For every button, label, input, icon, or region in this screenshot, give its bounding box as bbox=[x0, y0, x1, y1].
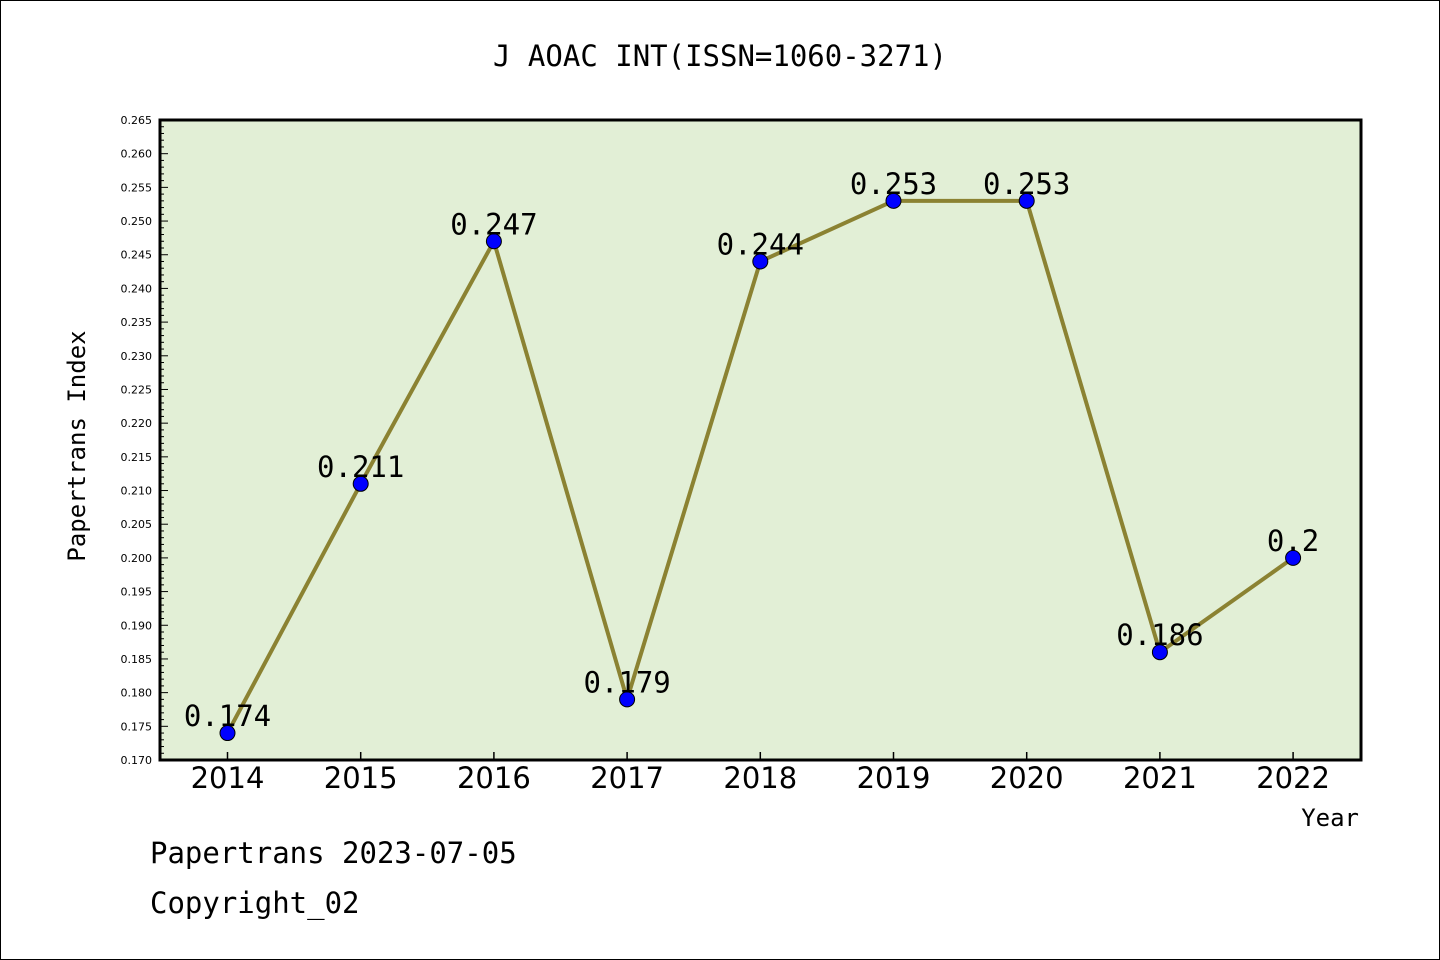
data-label: 0.244 bbox=[717, 227, 804, 261]
data-points bbox=[219, 192, 1302, 742]
y-tick-label: 0.230 bbox=[121, 350, 153, 363]
x-tick-label: 2021 bbox=[1123, 761, 1197, 795]
y-tick-label: 0.255 bbox=[121, 181, 153, 194]
x-axis-label: Year bbox=[1301, 804, 1359, 832]
plot-area bbox=[158, 118, 1363, 762]
y-axis: 0.170 0.175 0.180 0.185 0.190 0.195 0.200 0.205… bbox=[121, 114, 168, 767]
y-tick-label: 0.195 bbox=[121, 586, 153, 599]
x-tick-label: 2017 bbox=[590, 761, 664, 795]
y-tick-label: 0.250 bbox=[121, 215, 153, 228]
x-tick-label: 2014 bbox=[191, 761, 265, 795]
y-tick-label: 0.205 bbox=[121, 518, 153, 531]
y-tick-label: 0.185 bbox=[121, 653, 153, 666]
data-point bbox=[1285, 549, 1302, 566]
footer-copyright: Copyright_02 bbox=[150, 886, 360, 920]
data-label: 0.253 bbox=[850, 167, 937, 201]
data-point bbox=[619, 691, 636, 708]
x-tick-label: 2020 bbox=[990, 761, 1064, 795]
y-axis-label: Papertrans Index bbox=[63, 330, 91, 561]
y-tick-label: 0.245 bbox=[121, 249, 153, 262]
x-tick-label: 2015 bbox=[324, 761, 398, 795]
y-tick-label: 0.210 bbox=[121, 485, 153, 498]
y-tick-label: 0.170 bbox=[121, 754, 153, 767]
x-tick-label: 2016 bbox=[457, 761, 531, 795]
data-label: 0.247 bbox=[450, 207, 537, 241]
y-tick-label: 0.190 bbox=[121, 619, 153, 632]
x-axis: 2014 2015 2016 2017 2018 2019 2020 2021 2022 bbox=[191, 752, 1330, 795]
x-tick-label: 2022 bbox=[1256, 761, 1330, 795]
x-tick-label: 2019 bbox=[857, 761, 931, 795]
y-tick-label: 0.225 bbox=[121, 383, 153, 396]
y-tick-label: 0.235 bbox=[121, 316, 153, 329]
y-tick-label: 0.265 bbox=[121, 114, 153, 127]
data-point bbox=[885, 192, 902, 209]
y-tick-label: 0.215 bbox=[121, 451, 153, 464]
y-tick-label: 0.200 bbox=[121, 552, 153, 565]
x-tick-label: 2018 bbox=[723, 761, 797, 795]
y-tick-label: 0.220 bbox=[121, 417, 153, 430]
data-point bbox=[485, 233, 502, 250]
data-point bbox=[352, 475, 369, 492]
data-label: 0.2 bbox=[1267, 524, 1319, 558]
data-point bbox=[1018, 192, 1035, 209]
data-label: 0.211 bbox=[317, 450, 404, 484]
data-point bbox=[1151, 644, 1168, 661]
data-label: 0.174 bbox=[184, 699, 271, 733]
data-labels: 0.174 0.211 0.247 0.179 0.244 0.253 0.253 0.186… bbox=[184, 167, 1319, 733]
data-label: 0.179 bbox=[583, 665, 670, 699]
data-label: 0.253 bbox=[983, 167, 1070, 201]
chart-title: J AOAC INT(ISSN=1060-3271) bbox=[493, 39, 947, 73]
y-tick-label: 0.260 bbox=[121, 148, 153, 161]
data-label: 0.186 bbox=[1116, 618, 1203, 652]
data-point bbox=[752, 253, 769, 270]
y-tick-label: 0.175 bbox=[121, 720, 153, 733]
footer-date: Papertrans 2023-07-05 bbox=[150, 836, 517, 870]
y-tick-label: 0.180 bbox=[121, 687, 153, 700]
y-tick-label: 0.240 bbox=[121, 282, 153, 295]
data-point bbox=[219, 725, 236, 742]
